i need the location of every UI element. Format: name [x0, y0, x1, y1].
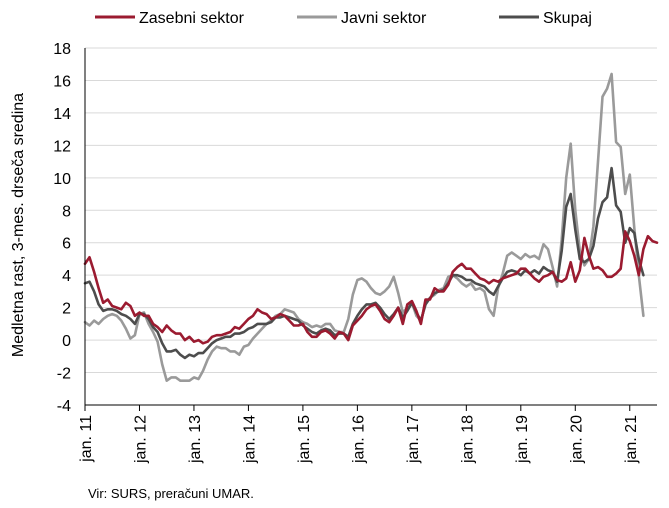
- y-tick-label: 12: [53, 138, 71, 155]
- legend-label: Javni sektor: [341, 10, 427, 27]
- x-tick-label: jan. 15: [296, 415, 313, 464]
- y-axis-title: Medletna rast, 3-mes. drseča sredina: [10, 93, 27, 357]
- y-tick-label: 14: [53, 106, 71, 123]
- x-tick-label: jan. 16: [350, 415, 367, 464]
- x-tick-label: jan. 12: [132, 415, 149, 464]
- y-tick-label: -4: [57, 398, 71, 415]
- y-tick-label: 8: [62, 203, 71, 220]
- y-tick-label: 10: [53, 171, 71, 188]
- x-tick-label: jan. 11: [78, 415, 95, 463]
- y-tick-label: 16: [53, 73, 71, 90]
- x-tick-label: jan. 19: [514, 415, 531, 464]
- legend-label: Zasebni sektor: [139, 10, 245, 27]
- series-line-1: [83, 230, 659, 345]
- source-note: Vir: SURS, preračuni UMAR.: [88, 486, 254, 501]
- x-tick-label: jan. 18: [459, 415, 476, 464]
- y-axis-ticks: -4 -2 0 2 4 6 8 10 12 14 16 18: [53, 41, 71, 415]
- series-lines: [83, 72, 659, 383]
- y-tick-label: 2: [62, 301, 71, 318]
- y-tick-label: 0: [62, 333, 71, 350]
- series-line-2: [83, 72, 645, 383]
- x-tick-label: jan. 13: [187, 415, 204, 464]
- chart-legend: Zasebni sektor Javni sektor Skupaj: [95, 10, 592, 27]
- x-tick-label: jan. 20: [568, 415, 585, 464]
- x-tick-label: jan. 21: [623, 415, 640, 464]
- x-tick-label: jan. 14: [241, 415, 258, 464]
- x-axis-ticks: jan. 11 jan. 12 jan. 13 jan. 14 jan. 15 jan. …: [78, 405, 640, 464]
- grid-lines: [85, 47, 657, 406]
- legend-label: Skupaj: [543, 10, 592, 27]
- y-tick-label: -2: [57, 366, 71, 383]
- y-tick-label: 4: [62, 268, 71, 285]
- x-tick-label: jan. 17: [405, 415, 422, 464]
- series-line-3: [83, 166, 645, 360]
- y-tick-label: 6: [62, 236, 71, 253]
- y-tick-label: 18: [53, 41, 71, 58]
